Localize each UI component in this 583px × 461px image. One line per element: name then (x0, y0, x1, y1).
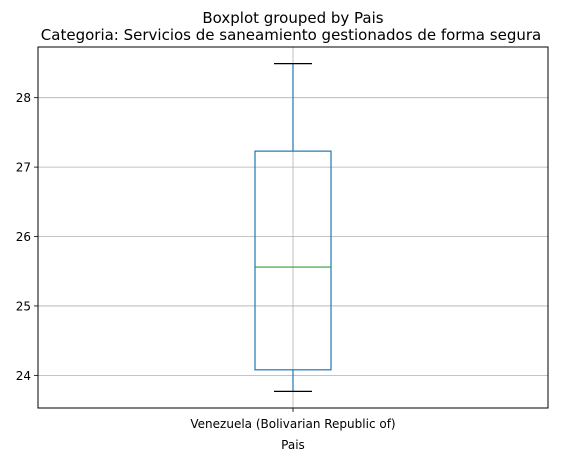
y-tick-label: 28 (16, 91, 31, 105)
y-tick-label: 24 (16, 369, 31, 383)
iqr-box (254, 150, 332, 371)
y-axis: 24 25 26 27 28 (16, 91, 38, 383)
box-group (254, 63, 332, 392)
chart-title: Boxplot grouped by Pais (202, 9, 383, 27)
x-tick-label: Venezuela (Bolivarian Republic of) (190, 417, 395, 431)
y-tick-label: 27 (16, 161, 31, 175)
y-tick-label: 25 (16, 299, 31, 313)
x-axis-label: Pais (281, 438, 305, 452)
chart-subtitle: Categoria: Servicios de saneamiento gest… (41, 26, 541, 44)
y-tick-label: 26 (16, 230, 31, 244)
x-axis: Venezuela (Bolivarian Republic of) (190, 408, 396, 431)
